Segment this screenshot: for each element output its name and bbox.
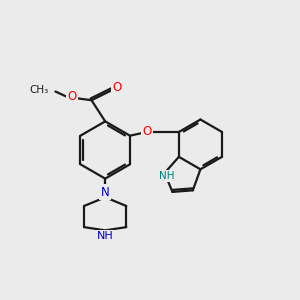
Text: O: O bbox=[112, 81, 122, 94]
Text: NH: NH bbox=[159, 171, 175, 181]
Text: NH: NH bbox=[97, 231, 114, 241]
Text: O: O bbox=[67, 91, 76, 103]
Text: CH₃: CH₃ bbox=[29, 85, 49, 95]
Text: O: O bbox=[142, 125, 152, 139]
Text: N: N bbox=[101, 186, 110, 199]
